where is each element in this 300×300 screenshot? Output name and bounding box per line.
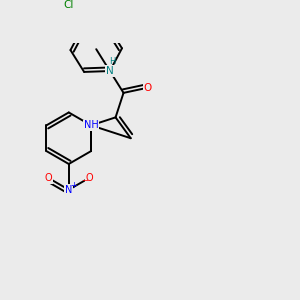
Text: N: N	[65, 185, 72, 195]
Text: Cl: Cl	[64, 1, 74, 10]
Text: NH: NH	[84, 120, 98, 130]
Text: −: −	[81, 176, 88, 185]
Text: O: O	[143, 83, 152, 93]
Text: N: N	[106, 66, 114, 76]
Text: O: O	[44, 173, 52, 183]
Text: O: O	[85, 173, 93, 183]
Text: +: +	[70, 181, 76, 190]
Text: H: H	[109, 57, 115, 66]
